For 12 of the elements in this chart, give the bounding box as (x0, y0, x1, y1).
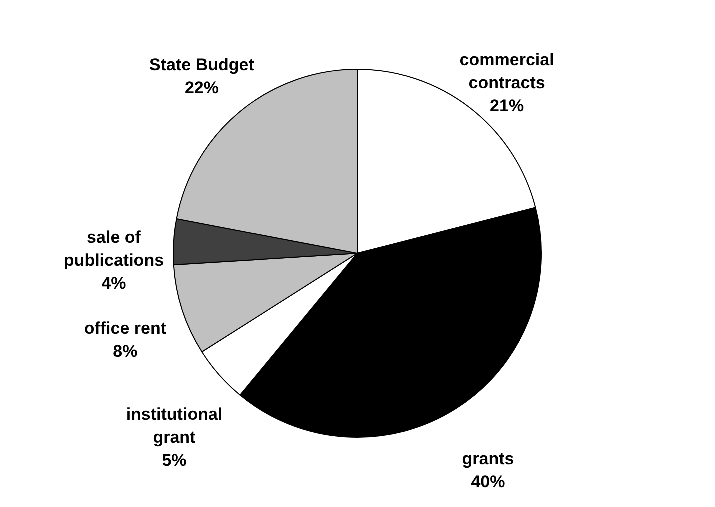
data-label: 5% (162, 450, 187, 470)
slice-label: institutional grant (126, 404, 223, 447)
data-label: 8% (113, 342, 138, 361)
slice-label: State Budget (150, 55, 255, 74)
slice-label: sale of publications (64, 228, 164, 270)
data-label: 21% (490, 96, 524, 116)
data-label: 40% (471, 472, 506, 492)
data-label: 22% (184, 78, 219, 98)
data-label: 4% (102, 274, 126, 294)
slice-label: commercial contracts (460, 50, 554, 93)
slice-label: grants (462, 450, 514, 469)
slice-label: office rent (84, 318, 167, 338)
